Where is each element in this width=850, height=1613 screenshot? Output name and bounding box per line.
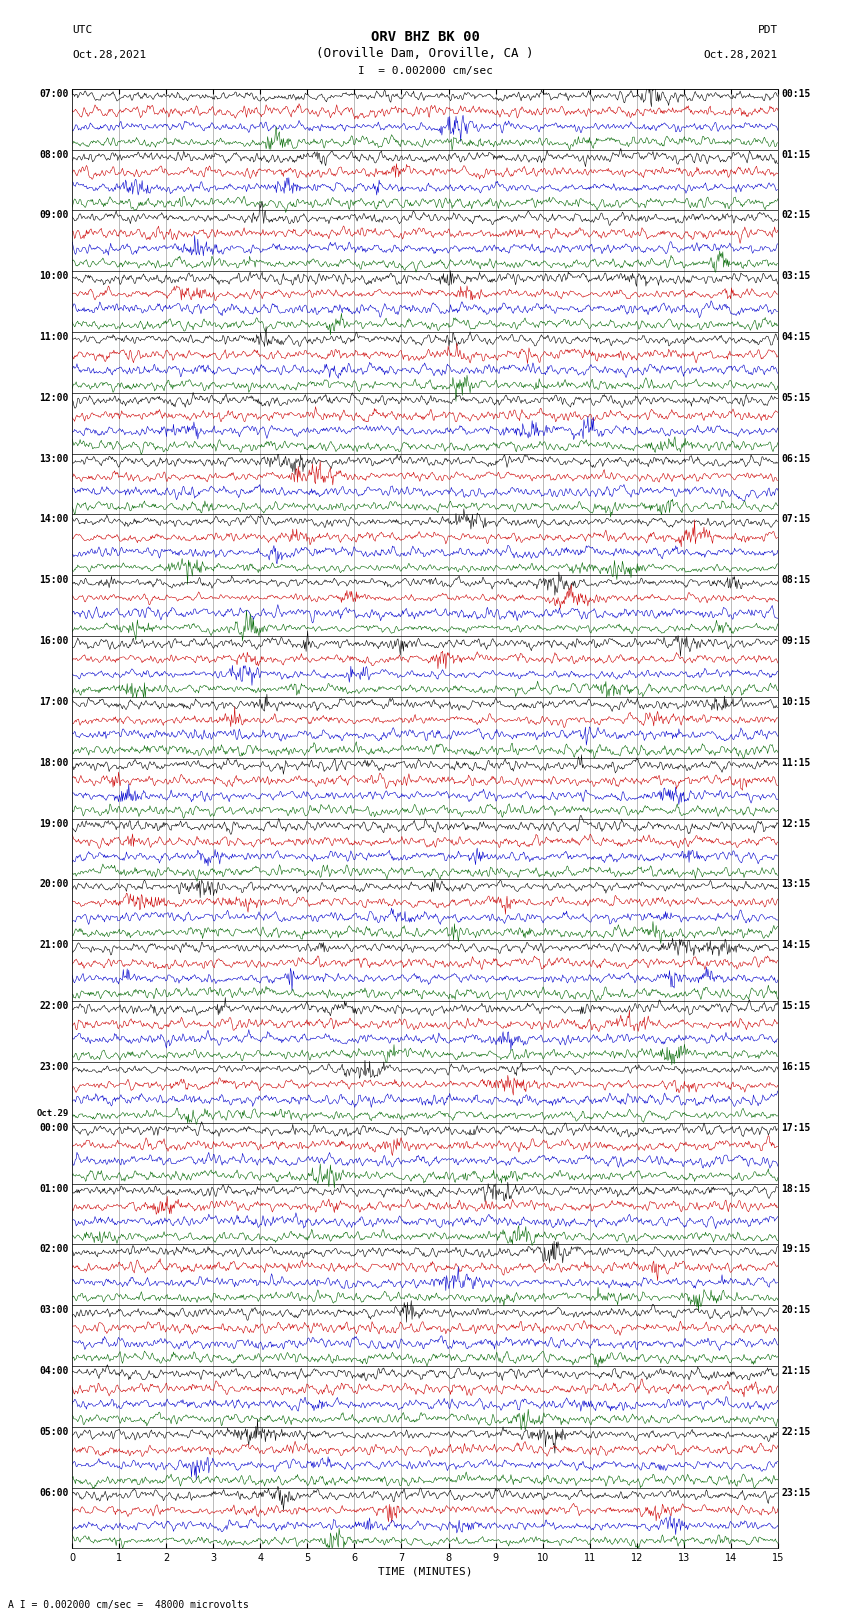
Text: 22:15: 22:15 bbox=[781, 1428, 811, 1437]
Text: 16:15: 16:15 bbox=[781, 1061, 811, 1073]
Text: 15:15: 15:15 bbox=[781, 1002, 811, 1011]
Text: 15:00: 15:00 bbox=[39, 576, 69, 586]
Text: 19:15: 19:15 bbox=[781, 1244, 811, 1255]
Text: 07:15: 07:15 bbox=[781, 515, 811, 524]
Text: 04:00: 04:00 bbox=[39, 1366, 69, 1376]
Text: 21:15: 21:15 bbox=[781, 1366, 811, 1376]
Text: 17:00: 17:00 bbox=[39, 697, 69, 706]
Text: 10:15: 10:15 bbox=[781, 697, 811, 706]
Text: 04:15: 04:15 bbox=[781, 332, 811, 342]
Text: 16:00: 16:00 bbox=[39, 636, 69, 647]
Text: 10:00: 10:00 bbox=[39, 271, 69, 281]
X-axis label: TIME (MINUTES): TIME (MINUTES) bbox=[377, 1566, 473, 1576]
Text: 13:00: 13:00 bbox=[39, 453, 69, 463]
Text: 02:00: 02:00 bbox=[39, 1244, 69, 1255]
Text: 03:00: 03:00 bbox=[39, 1305, 69, 1315]
Text: 03:15: 03:15 bbox=[781, 271, 811, 281]
Text: 06:00: 06:00 bbox=[39, 1487, 69, 1497]
Text: 08:15: 08:15 bbox=[781, 576, 811, 586]
Text: PDT: PDT bbox=[757, 26, 778, 35]
Text: 14:00: 14:00 bbox=[39, 515, 69, 524]
Text: 09:00: 09:00 bbox=[39, 210, 69, 221]
Text: UTC: UTC bbox=[72, 26, 93, 35]
Text: 19:00: 19:00 bbox=[39, 819, 69, 829]
Text: 11:15: 11:15 bbox=[781, 758, 811, 768]
Text: 17:15: 17:15 bbox=[781, 1123, 811, 1132]
Text: 00:00: 00:00 bbox=[39, 1123, 69, 1132]
Text: 21:00: 21:00 bbox=[39, 940, 69, 950]
Text: I  = 0.002000 cm/sec: I = 0.002000 cm/sec bbox=[358, 66, 492, 76]
Text: 20:00: 20:00 bbox=[39, 879, 69, 889]
Text: ORV BHZ BK 00: ORV BHZ BK 00 bbox=[371, 29, 479, 44]
Text: 22:00: 22:00 bbox=[39, 1002, 69, 1011]
Text: 06:15: 06:15 bbox=[781, 453, 811, 463]
Text: 18:00: 18:00 bbox=[39, 758, 69, 768]
Text: 05:00: 05:00 bbox=[39, 1428, 69, 1437]
Text: (Oroville Dam, Oroville, CA ): (Oroville Dam, Oroville, CA ) bbox=[316, 47, 534, 60]
Text: 11:00: 11:00 bbox=[39, 332, 69, 342]
Text: 18:15: 18:15 bbox=[781, 1184, 811, 1194]
Text: Oct.29: Oct.29 bbox=[37, 1110, 69, 1118]
Text: A I = 0.002000 cm/sec =  48000 microvolts: A I = 0.002000 cm/sec = 48000 microvolts bbox=[8, 1600, 249, 1610]
Text: 23:00: 23:00 bbox=[39, 1061, 69, 1073]
Text: 20:15: 20:15 bbox=[781, 1305, 811, 1315]
Text: 08:00: 08:00 bbox=[39, 150, 69, 160]
Text: 01:00: 01:00 bbox=[39, 1184, 69, 1194]
Text: 12:15: 12:15 bbox=[781, 819, 811, 829]
Text: 01:15: 01:15 bbox=[781, 150, 811, 160]
Text: 13:15: 13:15 bbox=[781, 879, 811, 889]
Text: 23:15: 23:15 bbox=[781, 1487, 811, 1497]
Text: 05:15: 05:15 bbox=[781, 394, 811, 403]
Text: 14:15: 14:15 bbox=[781, 940, 811, 950]
Text: Oct.28,2021: Oct.28,2021 bbox=[72, 50, 146, 60]
Text: 00:15: 00:15 bbox=[781, 89, 811, 98]
Text: 09:15: 09:15 bbox=[781, 636, 811, 647]
Text: 07:00: 07:00 bbox=[39, 89, 69, 98]
Text: 12:00: 12:00 bbox=[39, 394, 69, 403]
Text: Oct.28,2021: Oct.28,2021 bbox=[704, 50, 778, 60]
Text: 02:15: 02:15 bbox=[781, 210, 811, 221]
